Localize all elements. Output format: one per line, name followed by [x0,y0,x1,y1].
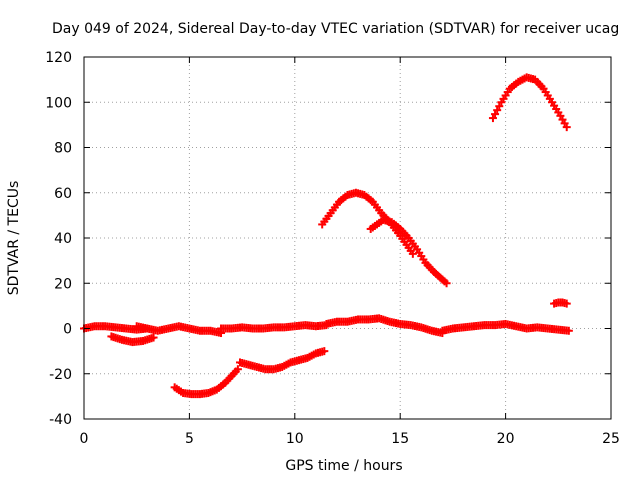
series-near-zero-band-d [322,314,447,338]
y-tick-label: 60 [54,186,72,202]
y-axis-ticks: -40 -20 0 20 40 60 80 100 120 [45,50,611,428]
series-arc-19-4-22-9h [488,73,571,132]
y-tick-label: 100 [45,95,72,111]
x-axis-label: GPS time / hours [285,458,402,474]
chart-title: Day 049 of 2024, Sidereal Day-to-day VTE… [52,21,619,37]
series-near-zero-band-e [438,319,573,335]
plot-frame [83,56,612,420]
series-near-zero-band-c [217,321,331,333]
y-tick-label: 0 [63,322,72,338]
y-tick-label: 80 [54,141,72,157]
x-tick-label: 0 [80,431,89,447]
data-series [80,73,573,399]
series-arc-13-6-17-2h [366,215,451,288]
grid [84,57,611,419]
y-axis-label: SDTVAR / TECUs [6,181,22,296]
y-tick-label: 40 [54,231,72,247]
series-near-zero-band-b [132,322,226,338]
series-arc-7-4-11-4h [235,347,329,374]
x-tick-label: 5 [185,431,194,447]
y-tick-label: -40 [49,412,72,428]
y-tick-label: 20 [54,276,72,292]
y-tick-label: -20 [49,367,72,383]
series-short-22-3-22-9h [550,298,571,308]
x-tick-label: 25 [602,431,620,447]
series-arc-11-3-15-6h [318,188,417,258]
y-tick-label: 120 [45,50,72,66]
x-tick-label: 20 [497,431,515,447]
series-arc-4-3-7-3h [170,365,242,399]
x-tick-label: 15 [391,431,409,447]
x-tick-label: 10 [286,431,304,447]
series-dip-1-3-3-3h [107,332,158,347]
x-axis-ticks: 0 5 10 15 20 25 [80,57,620,447]
